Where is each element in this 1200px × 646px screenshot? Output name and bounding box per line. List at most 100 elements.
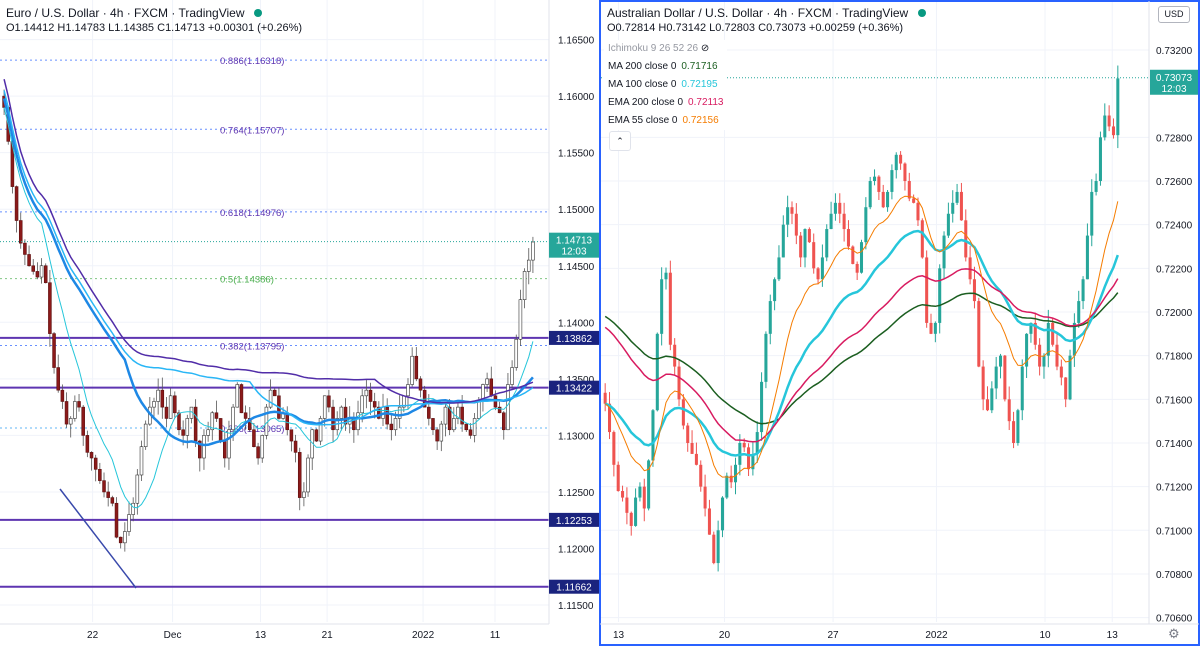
currency-button[interactable]: USD xyxy=(1158,6,1190,23)
candle-body xyxy=(293,440,298,453)
left-low: L1.14385 xyxy=(108,22,155,34)
candle-body xyxy=(751,453,755,470)
candle-body xyxy=(977,301,981,367)
candle-body xyxy=(733,464,738,483)
candle-body xyxy=(114,502,119,538)
candle-body xyxy=(389,423,394,431)
candle-body xyxy=(694,453,698,465)
left-chart-title[interactable]: Euro / U.S. Dollar · 4h · FXCM · Trading… xyxy=(6,6,245,20)
indicator-item[interactable]: EMA 55 close 0 0.72156 xyxy=(604,112,728,130)
candle-body xyxy=(946,213,950,236)
left-open: O1.14412 xyxy=(6,22,55,34)
price-label-text: 1.12253 xyxy=(556,516,593,527)
candle-body xyxy=(603,392,607,404)
candle-body xyxy=(256,446,260,459)
price-label-text: 1.13862 xyxy=(556,334,593,345)
candle-body xyxy=(464,423,469,431)
price-tick-label: 1.11500 xyxy=(558,601,594,612)
candle-body xyxy=(456,406,460,419)
indicator-item[interactable]: Ichimoku 9 26 52 26 ⊘ xyxy=(604,40,728,58)
candle-body xyxy=(729,475,733,483)
candle-body xyxy=(452,418,456,431)
indicator-label: MA 100 close 0 xyxy=(608,79,677,90)
candle-body xyxy=(699,464,703,487)
candle-body xyxy=(846,229,850,247)
candle-body xyxy=(1090,191,1094,236)
candle-body xyxy=(185,418,190,436)
candle-body xyxy=(916,202,920,221)
candle-body xyxy=(833,202,837,214)
candle-body xyxy=(742,442,746,448)
candle-body xyxy=(812,242,816,269)
candle-body xyxy=(1046,322,1050,356)
candle-body xyxy=(131,502,135,515)
price-tick-label: 0.72000 xyxy=(1156,308,1193,319)
candle-body xyxy=(616,464,620,492)
candle-body xyxy=(368,389,373,402)
candle-body xyxy=(435,429,439,442)
candle-body xyxy=(621,491,625,498)
candle-body xyxy=(912,198,916,203)
candle-body xyxy=(414,355,419,380)
candle-body xyxy=(318,418,323,442)
indicator-item[interactable]: EMA 200 close 0 0.72113 xyxy=(604,94,728,112)
candle-body xyxy=(1025,333,1029,367)
price-tick-label: 0.73200 xyxy=(1156,46,1193,57)
candle-body xyxy=(160,389,165,408)
right-chart-title[interactable]: Australian Dollar / U.S. Dollar · 4h · F… xyxy=(607,6,909,20)
candle-body xyxy=(89,452,94,459)
candle-body xyxy=(56,367,60,391)
candle-body xyxy=(807,229,811,243)
candle-body xyxy=(81,406,85,436)
time-tick-label: 13 xyxy=(255,630,267,641)
price-tick-label: 0.72800 xyxy=(1156,133,1193,144)
price-tick-label: 0.72600 xyxy=(1156,177,1193,188)
candle-body xyxy=(364,389,369,397)
candle-body xyxy=(660,279,664,334)
right-status-icon xyxy=(917,9,926,17)
candle-body xyxy=(302,491,306,498)
candle-body xyxy=(955,191,959,203)
candle-body xyxy=(703,486,707,509)
candle-body xyxy=(31,265,35,272)
candle-body xyxy=(431,418,435,431)
candle-body xyxy=(686,425,690,443)
candle-body xyxy=(842,213,846,230)
candle-body xyxy=(210,412,215,431)
price-tick-label: 0.70600 xyxy=(1156,614,1193,625)
candle-body xyxy=(607,403,612,433)
candle-body xyxy=(327,395,331,408)
indicator-value: 0.71716 xyxy=(681,61,718,72)
eye-hidden-icon[interactable]: ⊘ xyxy=(698,43,710,54)
candle-body xyxy=(1020,366,1024,411)
candle-body xyxy=(873,176,877,182)
candle-body xyxy=(314,429,319,442)
candle-body xyxy=(360,395,364,414)
time-tick-label: 27 xyxy=(828,630,840,641)
candle-body xyxy=(156,389,160,402)
price-label-text: 1.11662 xyxy=(556,583,592,594)
price-tick-label: 1.13000 xyxy=(558,431,595,442)
candle-body xyxy=(820,257,824,280)
candle-body xyxy=(825,229,829,258)
candle-body xyxy=(933,322,937,334)
candle-body xyxy=(243,412,248,419)
candle-body xyxy=(64,401,69,425)
candle-body xyxy=(231,406,235,431)
indicator-item[interactable]: MA 100 close 0 0.72195 xyxy=(604,76,728,94)
price-tick-label: 1.15500 xyxy=(558,149,595,160)
candle-body xyxy=(106,491,110,498)
candle-body xyxy=(964,220,968,258)
price-tick-label: 1.16000 xyxy=(558,92,595,103)
gear-icon[interactable]: ⚙ xyxy=(1168,626,1180,641)
time-tick-label: 2022 xyxy=(412,630,435,641)
indicator-item[interactable]: MA 200 close 0 0.71716 xyxy=(604,58,728,76)
candle-body xyxy=(477,401,481,419)
candle-body xyxy=(343,406,348,425)
collapse-button[interactable]: ⌃ xyxy=(609,131,631,151)
candle-body xyxy=(439,423,444,442)
candle-body xyxy=(48,282,52,334)
last-price-text: 0.73073 xyxy=(1156,73,1193,84)
candle-body xyxy=(668,272,672,345)
